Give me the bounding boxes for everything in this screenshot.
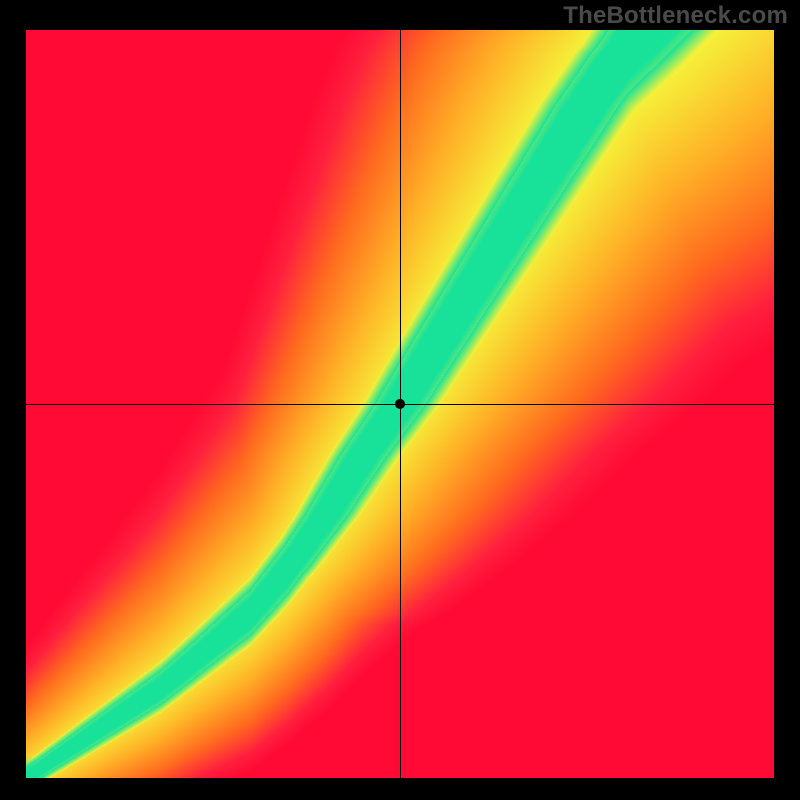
heatmap-plot xyxy=(26,30,774,778)
watermark-text: TheBottleneck.com xyxy=(563,2,788,30)
frame: TheBottleneck.com xyxy=(0,0,800,800)
heatmap-canvas xyxy=(26,30,774,778)
